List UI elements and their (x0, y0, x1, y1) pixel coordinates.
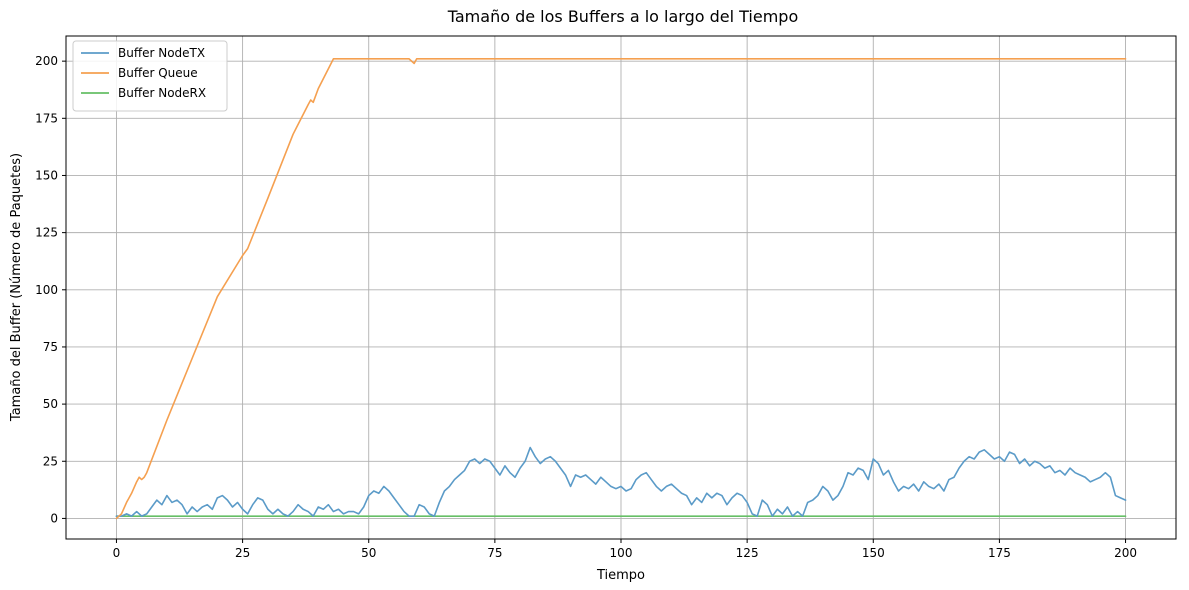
legend-label-buffer-noderx: Buffer NodeRX (118, 86, 206, 100)
x-tick-label-2: 50 (361, 546, 376, 560)
x-tick-label-8: 200 (1114, 546, 1137, 560)
legend: Buffer NodeTX Buffer Queue Buffer NodeRX (72, 40, 228, 112)
y-tick-label-3: 75 (43, 340, 58, 354)
y-tick-label-4: 100 (35, 283, 58, 297)
y-tick-label-6: 150 (35, 168, 58, 182)
x-tick-label-5: 125 (736, 546, 759, 560)
x-axis-label: Tiempo (596, 568, 645, 583)
x-tick-label-0: 0 (113, 546, 121, 560)
grid-lines (66, 36, 1176, 539)
y-tick-label-7: 175 (35, 111, 58, 125)
x-tick-label-1: 25 (235, 546, 250, 560)
y-tick-label-1: 25 (43, 454, 58, 468)
y-tick-label-2: 50 (43, 397, 58, 411)
x-tick-label-3: 75 (487, 546, 502, 560)
x-tick-label-4: 100 (610, 546, 633, 560)
series-layer (115, 58, 1127, 520)
y-axis-ticks: 0 25 50 75 100 125 150 175 200 (35, 54, 66, 525)
chart-title: Tamaño de los Buffers a lo largo del Tie… (447, 7, 798, 26)
series-line-buffer-queue (115, 58, 1127, 520)
y-tick-label-8: 200 (35, 54, 58, 68)
x-tick-label-6: 150 (862, 546, 885, 560)
series-line-buffer-nodetx (115, 446, 1127, 517)
legend-box (72, 40, 228, 112)
x-axis-ticks: 0 25 50 75 100 125 150 175 200 (113, 539, 1137, 560)
y-tick-label-5: 125 (35, 226, 58, 240)
y-axis-label: Tamaño del Buffer (Número de Paquetes) (9, 153, 24, 422)
legend-label-buffer-queue: Buffer Queue (118, 66, 198, 80)
legend-label-buffer-nodetx: Buffer NodeTX (118, 46, 205, 60)
x-tick-label-7: 175 (988, 546, 1011, 560)
y-tick-label-0: 0 (50, 511, 58, 525)
